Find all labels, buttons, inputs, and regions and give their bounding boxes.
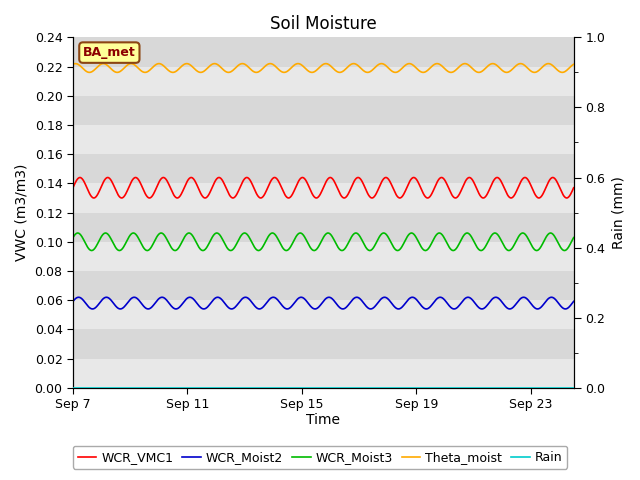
Bar xyxy=(73,300,573,329)
WCR_Moist2 xyxy=(461,296,468,302)
WCR_Moist2 xyxy=(414,298,422,304)
WCR_VMC1 xyxy=(570,185,577,191)
Rain xyxy=(69,385,77,391)
Bar xyxy=(73,96,573,125)
Theta_moist xyxy=(273,64,280,70)
Bar xyxy=(73,154,573,183)
Rain xyxy=(460,385,467,391)
WCR_Moist3 xyxy=(414,238,422,243)
WCR_Moist3 xyxy=(461,232,468,238)
WCR_VMC1 xyxy=(118,195,125,201)
WCR_Moist3 xyxy=(102,230,109,236)
Legend: WCR_VMC1, WCR_Moist2, WCR_Moist3, Theta_moist, Rain: WCR_VMC1, WCR_Moist2, WCR_Moist3, Theta_… xyxy=(72,446,568,469)
Rain xyxy=(290,385,298,391)
WCR_VMC1 xyxy=(461,180,468,186)
Bar xyxy=(73,271,573,300)
Theta_moist xyxy=(69,61,77,67)
Rain xyxy=(271,385,279,391)
Bar xyxy=(73,359,573,388)
Theta_moist xyxy=(86,70,93,75)
WCR_Moist3 xyxy=(470,238,477,243)
WCR_VMC1 xyxy=(291,187,298,193)
Line: Theta_moist: Theta_moist xyxy=(73,64,573,72)
WCR_VMC1 xyxy=(69,185,77,191)
Theta_moist xyxy=(121,64,129,70)
Bar xyxy=(73,37,573,67)
Line: WCR_VMC1: WCR_VMC1 xyxy=(73,178,573,198)
WCR_Moist2 xyxy=(291,300,298,306)
WCR_VMC1 xyxy=(470,179,477,184)
Title: Soil Moisture: Soil Moisture xyxy=(270,15,377,33)
WCR_Moist2 xyxy=(89,306,97,312)
WCR_VMC1 xyxy=(121,192,129,198)
WCR_Moist2 xyxy=(470,298,477,304)
Rain xyxy=(413,385,420,391)
Rain xyxy=(468,385,476,391)
Rain xyxy=(570,385,577,391)
WCR_Moist3 xyxy=(570,235,577,240)
Line: WCR_Moist3: WCR_Moist3 xyxy=(73,233,573,251)
WCR_Moist2 xyxy=(121,303,129,309)
Bar xyxy=(73,213,573,242)
Bar xyxy=(73,329,573,359)
WCR_Moist3 xyxy=(88,248,95,253)
Y-axis label: VWC (m3/m3): VWC (m3/m3) xyxy=(15,164,29,261)
Theta_moist xyxy=(470,67,477,72)
WCR_Moist2 xyxy=(69,299,77,304)
WCR_Moist2 xyxy=(570,299,577,304)
Theta_moist xyxy=(461,61,468,67)
Theta_moist xyxy=(414,67,422,72)
WCR_VMC1 xyxy=(273,176,280,181)
Bar xyxy=(73,125,573,154)
Theta_moist xyxy=(72,61,79,67)
WCR_VMC1 xyxy=(414,179,422,184)
Bar xyxy=(73,67,573,96)
WCR_Moist3 xyxy=(273,233,280,239)
Rain xyxy=(120,385,128,391)
X-axis label: Time: Time xyxy=(307,413,340,427)
WCR_VMC1 xyxy=(76,175,84,180)
WCR_Moist2 xyxy=(273,296,280,301)
Line: WCR_Moist2: WCR_Moist2 xyxy=(73,297,573,309)
WCR_Moist2 xyxy=(75,294,83,300)
Text: BA_met: BA_met xyxy=(83,46,136,59)
Theta_moist xyxy=(291,62,298,68)
Theta_moist xyxy=(570,61,577,67)
WCR_Moist3 xyxy=(69,235,77,240)
WCR_Moist3 xyxy=(291,237,298,242)
WCR_Moist3 xyxy=(121,241,129,247)
Bar xyxy=(73,242,573,271)
Bar xyxy=(73,183,573,213)
Y-axis label: Rain (mm): Rain (mm) xyxy=(611,176,625,249)
